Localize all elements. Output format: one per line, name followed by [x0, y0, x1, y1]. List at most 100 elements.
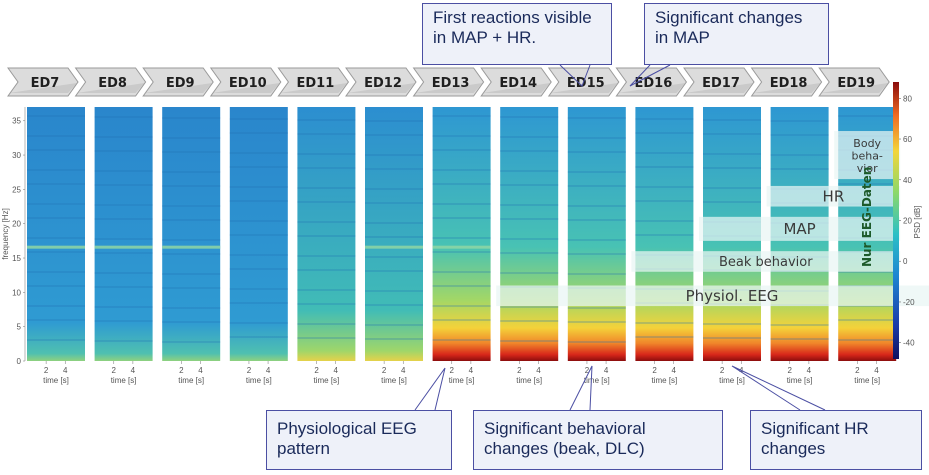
- spectrogram-texture: [297, 167, 356, 169]
- spectrogram-texture: [432, 115, 491, 117]
- band-0: [496, 285, 929, 307]
- spectrogram-texture: [432, 271, 491, 273]
- spectrogram-texture: [635, 336, 694, 338]
- spectrogram-texture: [229, 268, 288, 270]
- spectrogram-line-16hz: [365, 245, 423, 249]
- y-tick-label: 20: [12, 220, 21, 229]
- spectrogram-texture: [365, 120, 423, 122]
- spectrogram-texture: [162, 321, 221, 323]
- band-label: HR: [823, 187, 845, 205]
- x-axis-label: time [s]: [449, 376, 475, 385]
- spectrogram-texture: [432, 285, 491, 287]
- x-tick-label: 2: [855, 366, 860, 375]
- spectrogram-texture: [297, 323, 356, 325]
- y-axis-label: frequency [Hz]: [1, 208, 10, 260]
- spectrogram-texture: [838, 319, 897, 321]
- x-tick-label: 4: [604, 366, 609, 375]
- x-tick-label: 4: [333, 366, 338, 375]
- spectrogram-texture: [838, 183, 897, 185]
- spectrogram-texture: [567, 253, 626, 255]
- x-tick-label: 2: [382, 366, 387, 375]
- spectrogram-texture: [500, 272, 559, 274]
- connector-first-reactions: [559, 64, 591, 87]
- chevron-shade: [820, 83, 889, 93]
- spectrogram-texture: [432, 135, 491, 137]
- spectrogram-texture: [500, 238, 559, 240]
- colorbar-tick-label: 80: [903, 94, 912, 103]
- spectrogram-texture: [297, 255, 356, 257]
- spectrogram-texture: [838, 339, 897, 341]
- spectrogram-ed10: [229, 107, 288, 361]
- spectrogram-line-16hz: [27, 245, 85, 249]
- spectrogram-texture: [500, 116, 559, 118]
- chevron-label: ED13: [432, 76, 470, 91]
- x-tick-label: 2: [44, 366, 49, 375]
- spectrogram-texture: [365, 256, 423, 258]
- spectrogram-texture: [567, 117, 626, 119]
- spectrogram-texture: [162, 117, 221, 119]
- spectrogram-texture: [500, 204, 559, 206]
- chevron-shade: [414, 83, 483, 93]
- spectrogram-texture: [703, 153, 761, 155]
- connector-behavioral: [569, 365, 593, 411]
- spectrogram-texture: [365, 188, 423, 190]
- spectrogram-texture: [838, 115, 897, 117]
- colorbar-tick-label: 40: [903, 176, 912, 185]
- x-tick-label: 4: [63, 366, 68, 375]
- spectrogram-texture: [162, 185, 221, 187]
- band-label: Body beha-vior: [851, 137, 882, 175]
- spectrogram-texture: [635, 186, 694, 188]
- spectrogram-texture: [297, 337, 356, 339]
- chevron-shade: [685, 83, 753, 93]
- spectrogram-texture: [27, 237, 85, 239]
- chevron-label: ED9: [166, 76, 195, 91]
- spectrogram-texture: [432, 305, 491, 307]
- spectrogram-texture: [297, 289, 356, 291]
- spectrogram-texture: [432, 149, 491, 151]
- spectrogram-texture: [500, 184, 559, 186]
- spectrogram-texture: [297, 235, 356, 237]
- x-tick-label: 2: [314, 366, 319, 375]
- spectrogram-texture: [703, 167, 761, 169]
- band-3: [766, 185, 901, 207]
- spectrogram-texture: [94, 204, 153, 206]
- spectrogram-texture: [162, 205, 221, 207]
- spectrogram-texture: [635, 200, 694, 202]
- chevron-label: ED14: [499, 76, 537, 91]
- spectrogram-texture: [500, 320, 559, 322]
- spectrogram-texture: [567, 137, 626, 139]
- spectrogram-texture: [500, 252, 559, 254]
- spectrogram-texture: [770, 134, 829, 136]
- spectrogram-texture: [770, 120, 829, 122]
- spectrogram-texture: [162, 219, 221, 221]
- colorbar-tick-label: 60: [903, 135, 912, 144]
- colorbar-tick-label: 0: [903, 257, 908, 266]
- spectrogram-ed16: [635, 107, 694, 361]
- chevron-label: ED15: [567, 76, 605, 91]
- x-tick-label: 4: [807, 366, 812, 375]
- spectrogram-texture: [94, 218, 153, 220]
- spectrogram-texture: [500, 150, 559, 152]
- spectrogram-texture: [567, 307, 626, 309]
- spectrogram-texture: [635, 132, 694, 134]
- spectrogram-texture: [635, 234, 694, 236]
- colorbar-tick-label: 20: [903, 217, 912, 226]
- spectrogram-texture: [229, 152, 288, 154]
- spectrogram-texture: [297, 201, 356, 203]
- callout-behavioral-changes: Significant behavioral changes (beak, DL…: [473, 410, 723, 470]
- colorbar-tick-label: -40: [903, 339, 915, 348]
- spectrogram-texture: [229, 220, 288, 222]
- spectrogram-texture: [365, 134, 423, 136]
- x-tick-label: 2: [112, 366, 117, 375]
- spectrogram-texture: [297, 269, 356, 271]
- x-tick-label: 4: [131, 366, 136, 375]
- spectrogram-texture: [162, 171, 221, 173]
- x-tick-label: 2: [179, 366, 184, 375]
- connector-hr-changes: [731, 365, 826, 411]
- chevron-shade: [617, 83, 686, 93]
- spectrogram-texture: [500, 218, 559, 220]
- spectrogram-texture: [635, 166, 694, 168]
- chevron-label: ED16: [635, 76, 673, 91]
- spectrogram-texture: [703, 133, 761, 135]
- spectrogram-texture: [635, 152, 694, 154]
